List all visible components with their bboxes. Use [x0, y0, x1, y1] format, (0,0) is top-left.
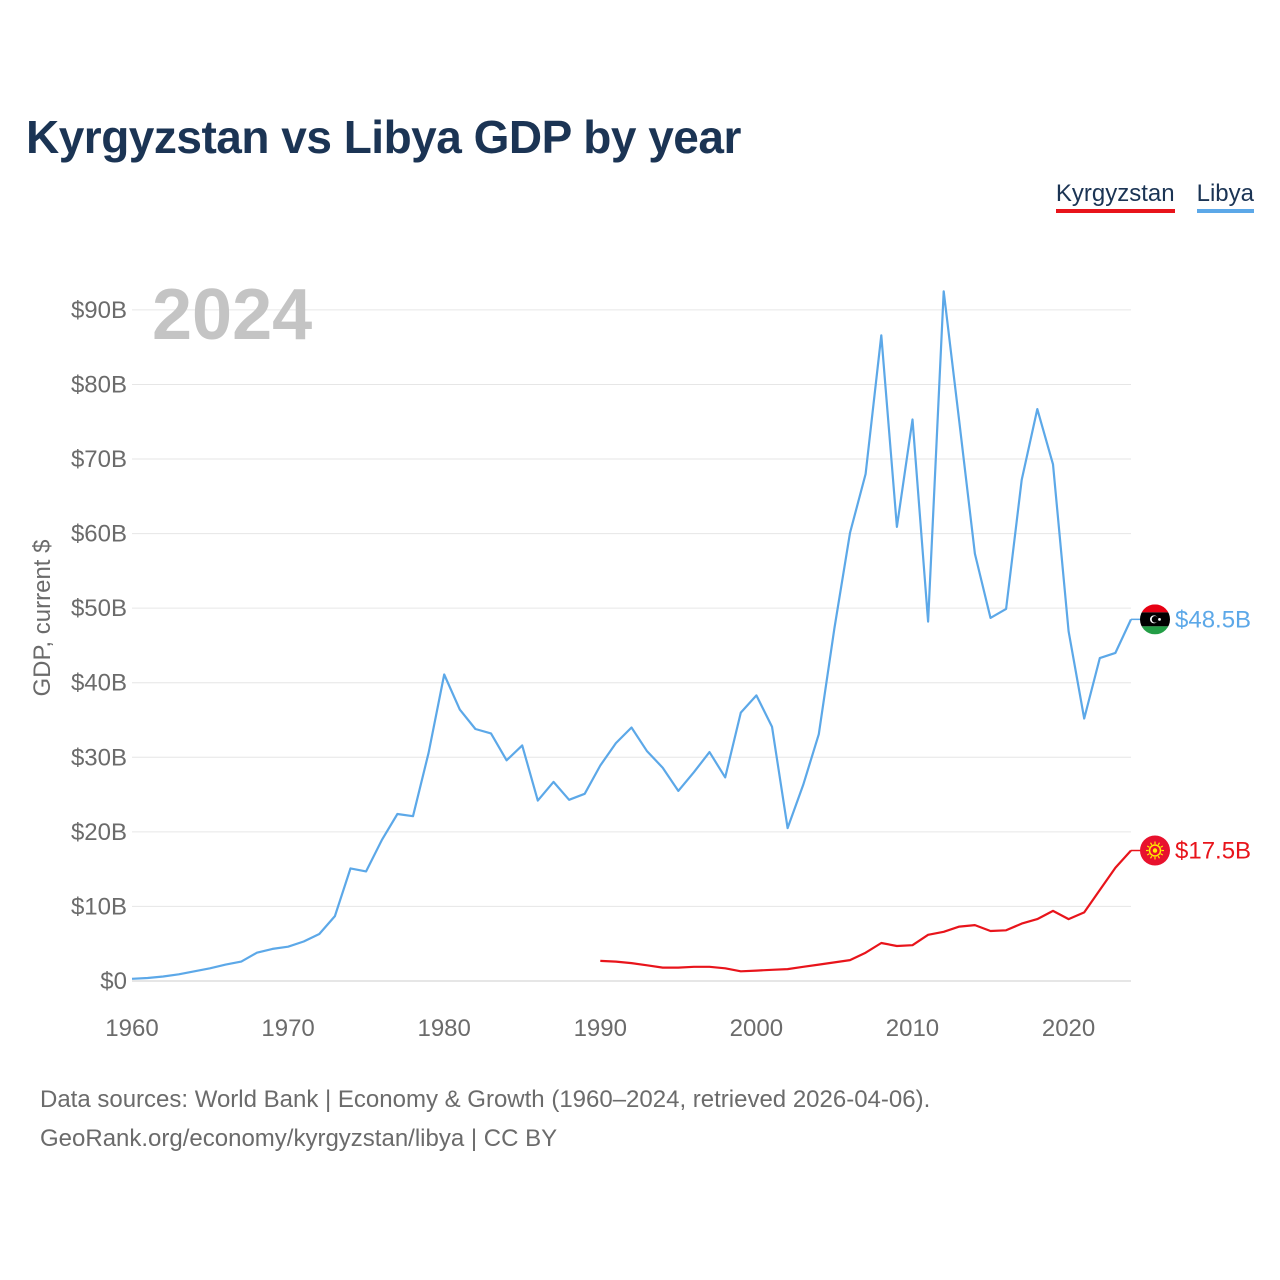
x-tick-label: 2000 — [730, 1015, 783, 1042]
y-tick-label: $70B — [71, 446, 127, 473]
y-tick-label: $20B — [71, 819, 127, 846]
x-tick-label: 2010 — [886, 1015, 939, 1042]
year-label: 2024 — [152, 275, 312, 355]
chart-title: Kyrgyzstan vs Libya GDP by year — [26, 111, 741, 163]
end-value-label-libya: $48.5B — [1175, 606, 1251, 633]
y-tick-label: $60B — [71, 521, 127, 548]
x-tick-label: 1960 — [105, 1015, 158, 1042]
x-tick-label: 1990 — [574, 1015, 627, 1042]
y-tick-label: $50B — [71, 595, 127, 622]
source-line-2[interactable]: GeoRank.org/economy/kyrgyzstan/libya | C… — [40, 1125, 558, 1152]
y-tick-label: $80B — [71, 371, 127, 398]
legend-item-kyrgyzstan[interactable]: Kyrgyzstan — [1055, 180, 1175, 213]
end-markers: $17.5B $48.5B — [1131, 604, 1251, 866]
y-tick-label: $30B — [71, 744, 127, 771]
libya-flag-icon — [1140, 604, 1170, 635]
x-tick-label: 1980 — [417, 1015, 470, 1042]
y-tick-label: $10B — [71, 893, 127, 920]
x-tick-label: 1970 — [261, 1015, 314, 1042]
series-line-kyrgyzstan[interactable] — [600, 849, 1132, 973]
kyrgyzstan-flag-icon — [1140, 835, 1170, 866]
source-note: Data sources: World Bank | Economy & Gro… — [40, 1080, 930, 1158]
y-tick-label: $40B — [71, 670, 127, 697]
series-line-libya[interactable] — [131, 290, 1132, 980]
source-line-1: Data sources: World Bank | Economy & Gro… — [40, 1086, 931, 1113]
y-tick-label: $90B — [71, 297, 127, 324]
y-axis-label: GDP, current $ — [29, 540, 56, 697]
end-value-label-kyrgyzstan: $17.5B — [1175, 838, 1251, 865]
y-tick-label: $0 — [100, 968, 127, 995]
series-lines — [131, 290, 1132, 980]
legend-item-libya[interactable]: Libya — [1196, 180, 1254, 213]
x-tick-label: 2020 — [1042, 1015, 1095, 1042]
grid — [132, 309, 1131, 982]
x-axis-ticks: 1960 1970 1980 1990 2000 2010 2020 — [105, 1015, 1095, 1042]
legend: Kyrgyzstan Libya — [1055, 180, 1254, 213]
y-axis-ticks: $0 $10B $20B $30B $40B $50B $60B $70B $80B $90B — [71, 297, 127, 995]
